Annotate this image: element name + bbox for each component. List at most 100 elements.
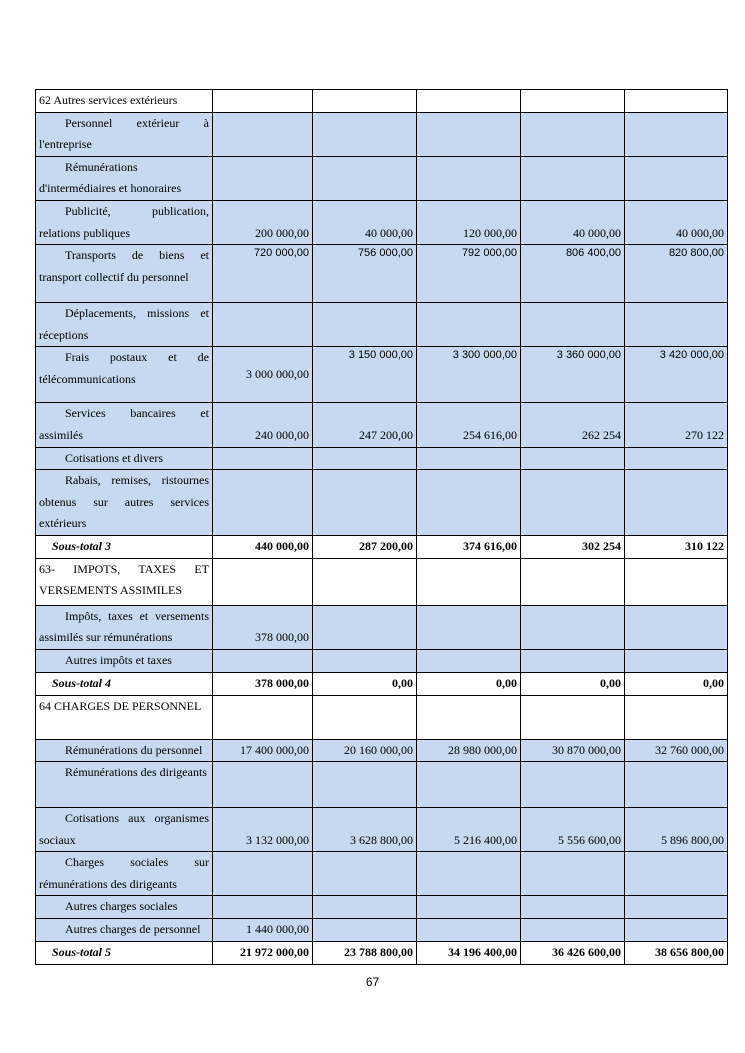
table-row: Transports de biens et transport collect…	[35, 244, 728, 304]
table-row: Cotisations aux organismes sociaux 3 132 …	[35, 807, 728, 853]
value-cell: 0,00	[312, 671, 417, 696]
value-cell	[212, 446, 313, 471]
value-cell: 270 122	[624, 402, 728, 448]
row-label: Rabais, remises, ristournes obtenus sur …	[35, 469, 213, 537]
value-cell	[416, 155, 521, 201]
row-label: Rémunérations d'intermédiaires et honora…	[35, 155, 213, 201]
value-cell	[416, 761, 521, 809]
table-row: Charges sociales sur rémunérations des d…	[35, 851, 728, 897]
value-cell: 40 000,00	[520, 199, 625, 246]
value-cell: 38 656 800,00	[624, 940, 728, 965]
value-cell: 720 000,00	[212, 244, 313, 304]
value-cell: 36 426 600,00	[520, 940, 625, 965]
value-cell: 3 132 000,00	[212, 807, 313, 853]
value-cell: 247 200,00	[312, 402, 417, 448]
value-cell	[312, 851, 417, 897]
table-row: 62 Autres services extérieurs	[35, 89, 728, 113]
value-cell	[520, 761, 625, 809]
row-label: Sous-total 3	[35, 535, 213, 559]
value-cell: 21 972 000,00	[212, 940, 313, 965]
value-cell	[520, 851, 625, 897]
value-cell: 3 000 000,00	[212, 346, 313, 404]
budget-table: 62 Autres services extérieurs Personnel e…	[35, 89, 728, 965]
table-row: 63- IMPOTS, TAXES ET VERSEMENTS ASSIMILE…	[35, 557, 728, 606]
value-cell	[520, 604, 625, 650]
value-cell	[624, 89, 728, 113]
value-cell: 120 000,00	[416, 199, 521, 246]
value-cell	[520, 895, 625, 920]
value-cell	[212, 302, 313, 348]
row-label: Déplacements, missions et réceptions	[35, 302, 213, 348]
value-cell	[624, 111, 728, 157]
table-row: Cotisations et divers	[35, 446, 728, 471]
value-cell	[624, 446, 728, 471]
value-cell: 3 420 000,00	[624, 346, 728, 404]
value-cell	[212, 895, 313, 920]
row-label: Sous-total 4	[35, 671, 213, 696]
value-cell	[520, 918, 625, 942]
value-cell	[416, 111, 521, 157]
value-cell: 32 760 000,00	[624, 738, 728, 763]
value-cell: 0,00	[416, 671, 521, 696]
value-cell	[624, 895, 728, 920]
table-row: Autres charges de personnel 1 440 000,00	[35, 918, 728, 942]
value-cell	[312, 895, 417, 920]
value-cell	[520, 469, 625, 537]
value-cell: 200 000,00	[212, 199, 313, 246]
value-cell: 374 616,00	[416, 535, 521, 559]
value-cell	[212, 851, 313, 897]
value-cell	[312, 761, 417, 809]
value-cell	[520, 446, 625, 471]
table-row: 64 CHARGES DE PERSONNEL	[35, 694, 728, 740]
value-cell	[624, 918, 728, 942]
value-cell: 378 000,00	[212, 671, 313, 696]
value-cell	[416, 851, 521, 897]
table-row: Sous-total 4 378 000,00 0,00 0,00 0,00 0,00	[35, 671, 728, 696]
row-label: Publicité, publication, relations publiq…	[35, 199, 213, 246]
value-cell	[312, 469, 417, 537]
value-cell	[624, 302, 728, 348]
value-cell	[624, 557, 728, 606]
value-cell: 302 254	[520, 535, 625, 559]
value-cell	[520, 648, 625, 673]
value-cell	[624, 761, 728, 809]
value-cell: 806 400,00	[520, 244, 625, 304]
value-cell	[312, 694, 417, 740]
value-cell: 287 200,00	[312, 535, 417, 559]
row-label: Rémunérations des dirigeants	[35, 761, 213, 809]
value-cell	[212, 469, 313, 537]
row-label: 64 CHARGES DE PERSONNEL	[35, 694, 213, 740]
value-cell	[624, 469, 728, 537]
value-cell	[312, 557, 417, 606]
table-row: Autres charges sociales	[35, 895, 728, 920]
row-label: 62 Autres services extérieurs	[35, 89, 213, 113]
value-cell	[212, 694, 313, 740]
value-cell: 40 000,00	[312, 199, 417, 246]
row-label: Cotisations aux organismes sociaux	[35, 807, 213, 853]
value-cell: 756 000,00	[312, 244, 417, 304]
value-cell	[520, 302, 625, 348]
row-label: Services bancaires et assimilés	[35, 402, 213, 448]
value-cell	[416, 648, 521, 673]
table-row: Impôts, taxes et versements assimilés su…	[35, 604, 728, 650]
table-row: Rémunérations du personnel 17 400 000,00 2…	[35, 738, 728, 763]
value-cell	[520, 557, 625, 606]
value-cell	[520, 694, 625, 740]
value-cell	[520, 111, 625, 157]
value-cell: 1 440 000,00	[212, 918, 313, 942]
row-label: Sous-total 5	[35, 940, 213, 965]
value-cell	[312, 155, 417, 201]
row-label: Autres charges sociales	[35, 895, 213, 920]
value-cell	[312, 302, 417, 348]
row-label: 63- IMPOTS, TAXES ET VERSEMENTS ASSIMILE…	[35, 557, 213, 606]
value-cell: 34 196 400,00	[416, 940, 521, 965]
value-cell	[312, 111, 417, 157]
value-cell	[624, 851, 728, 897]
value-cell	[416, 557, 521, 606]
value-cell	[312, 604, 417, 650]
value-cell	[416, 604, 521, 650]
table-row: Services bancaires et assimilés 240 000,0…	[35, 402, 728, 448]
value-cell: 17 400 000,00	[212, 738, 313, 763]
value-cell	[416, 694, 521, 740]
